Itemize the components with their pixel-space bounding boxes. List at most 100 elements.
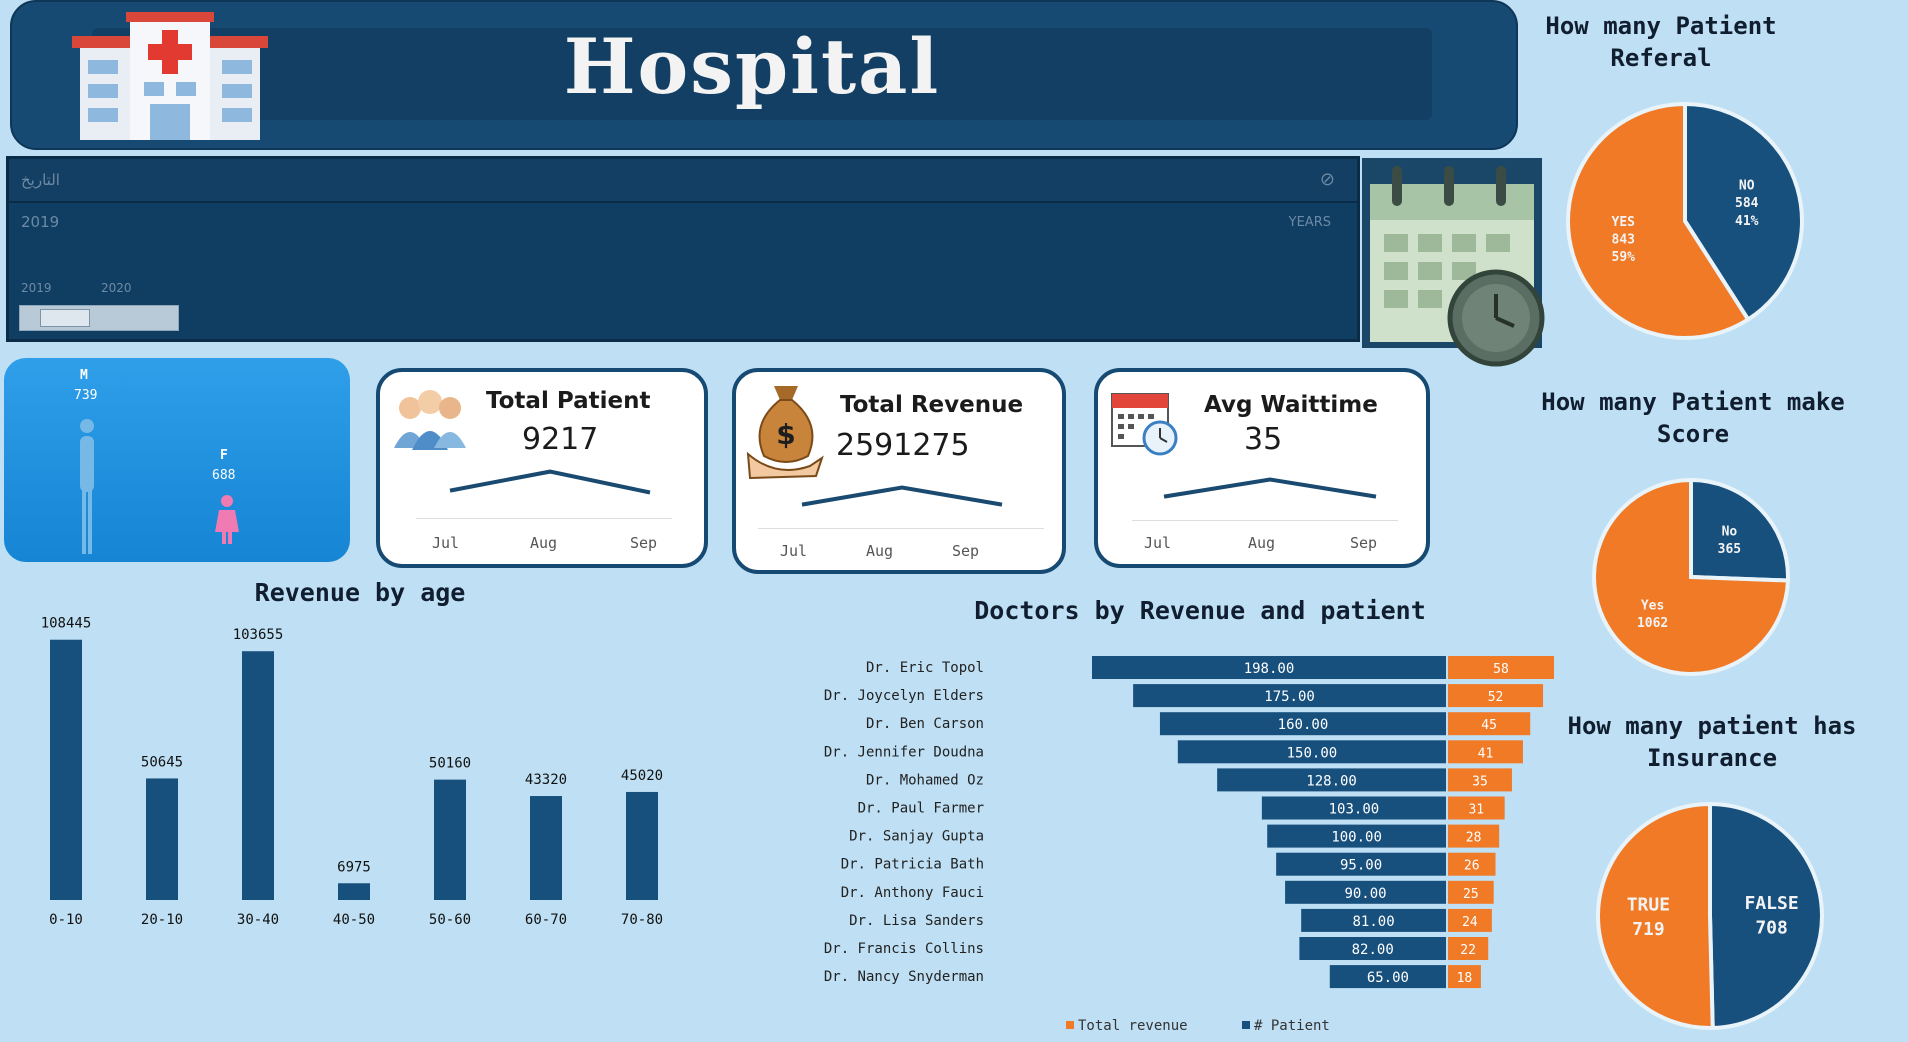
revenue-bar-label: 65.00 <box>1367 970 1409 986</box>
kpi-month-label: Sep <box>630 534 658 552</box>
slicer-timeline-bar[interactable] <box>19 305 179 331</box>
revenue-bar <box>1301 908 1446 932</box>
kpi-month-label: Aug <box>530 534 558 552</box>
revenue-bar-label: 150.00 <box>1287 745 1338 761</box>
slicer-handle[interactable] <box>40 309 90 327</box>
doctors-revenue-chart: Dr. Eric Topol 198.00 58 Dr. Joycelyn Elder… <box>824 656 1554 1034</box>
kpi-title: Avg Waittime <box>1204 392 1378 418</box>
age-bar-value-label: 45020 <box>621 768 663 784</box>
revenue-bar-label: 128.00 <box>1306 773 1357 789</box>
patient-bar-label: 45 <box>1481 718 1497 733</box>
revenue-bar <box>1177 740 1446 764</box>
pie-slice <box>1592 477 1791 676</box>
doctor-name-label: Dr. Ben Carson <box>866 716 984 732</box>
age-bar <box>626 791 658 900</box>
patient-bar <box>1448 656 1554 679</box>
age-bar <box>530 796 562 900</box>
kpi-trend-polyline <box>1163 477 1377 499</box>
revenue-bar-label: 160.00 <box>1278 717 1329 733</box>
pie-slice-label: 843 <box>1612 232 1635 247</box>
kpi-trend-polyline <box>801 485 1003 507</box>
insurance-pie-title: How many patient has Insurance <box>1567 712 1857 772</box>
kpi-card-avg-waittime: Avg Waittime 35 Jul Aug Sep <box>1094 368 1430 568</box>
date-timeline-slicer[interactable]: التاريخ ⊘ 2019 YEARS 2019 2020 <box>6 156 1360 342</box>
pie-slice-label: 708 <box>1755 917 1788 938</box>
patient-bar-label: 26 <box>1464 859 1480 874</box>
doctor-name-label: Dr. Jennifer Doudna <box>824 744 984 760</box>
patient-bar-label: 28 <box>1466 831 1482 846</box>
legend-swatch-revenue <box>1066 1021 1074 1029</box>
age-tick-label: 20-10 <box>141 912 183 928</box>
score-pie-title: How many Patient make Score <box>1541 388 1845 448</box>
patient-bar <box>1448 908 1492 932</box>
patient-bar-label: 18 <box>1457 971 1473 986</box>
kpi-trend-polyline <box>449 469 651 495</box>
header-inner-panel <box>92 28 1432 120</box>
pie-slice-label: NO <box>1739 179 1755 194</box>
kpi-month-label: Aug <box>1248 534 1276 552</box>
pie-slice-label: No <box>1722 525 1738 540</box>
kpi-value: 35 <box>1244 422 1283 457</box>
patient-bar <box>1448 684 1544 708</box>
age-bar-value-label: 6975 <box>337 859 371 875</box>
slicer-tick-start: 2019 <box>21 281 52 295</box>
patient-bar <box>1448 937 1489 960</box>
age-bar <box>338 883 370 900</box>
age-tick-label: 70-80 <box>621 912 663 928</box>
pie-slice <box>1596 801 1715 1030</box>
header-banner: Hospital <box>10 0 1518 150</box>
kpi-month-label: Jul <box>1144 534 1172 552</box>
patient-bar-label: 41 <box>1478 746 1494 761</box>
pie-slice-label: 365 <box>1718 542 1741 557</box>
calendar-clock-icon <box>1362 158 1545 367</box>
pie-slice-label: 41% <box>1735 214 1759 229</box>
insurance-pie-chart: FALSE 708 TRUE 719 <box>1596 801 1824 1031</box>
age-bar-value-label: 43320 <box>525 772 567 788</box>
clear-filter-icon[interactable]: ⊘ <box>1319 169 1335 190</box>
revenue-bar <box>1092 656 1446 679</box>
age-bar-value-label: 108445 <box>41 616 92 632</box>
age-bar-value-label: 103655 <box>233 627 284 643</box>
female-label: F <box>220 448 228 463</box>
referral-pie-chart: NO 584 41% YES 843 59% <box>1566 101 1804 340</box>
male-value: 739 <box>74 388 98 403</box>
kpi-card-total-revenue: $ Total Revenue 2591275 Jul Aug Sep <box>732 368 1066 574</box>
patient-bar-label: 35 <box>1472 774 1488 789</box>
revenue-bar-label: 90.00 <box>1344 886 1386 902</box>
pie-slice-label: 584 <box>1735 196 1759 211</box>
doctor-name-label: Dr. Paul Farmer <box>858 801 984 817</box>
revenue-bar <box>1299 937 1446 960</box>
revenue-bar-label: 198.00 <box>1244 661 1295 677</box>
age-bar <box>242 651 274 900</box>
kpi-trend-line <box>449 469 651 495</box>
kpi-value: 9217 <box>522 422 599 457</box>
patient-bar-label: 58 <box>1493 662 1509 677</box>
doctor-name-label: Dr. Francis Collins <box>824 941 984 957</box>
age-bar-value-label: 50160 <box>429 756 471 772</box>
slicer-selected-range: 2019 <box>21 213 60 231</box>
slicer-level-dropdown[interactable]: YEARS <box>1288 215 1331 230</box>
gender-card: M 739 F 688 <box>4 358 350 562</box>
kpi-month-label: Aug <box>866 542 894 560</box>
revenue-bar-label: 100.00 <box>1331 830 1382 846</box>
referral-pie-title: How many Patient Referal <box>1545 12 1777 72</box>
kpi-axis-line <box>416 518 672 519</box>
kpi-month-label: Jul <box>780 542 808 560</box>
patient-bar <box>1448 768 1512 792</box>
revenue-bar <box>1267 824 1446 848</box>
age-tick-label: 0-10 <box>49 912 83 928</box>
calendar-clock-small-icon <box>1111 393 1178 456</box>
patient-bar <box>1448 824 1500 848</box>
age-tick-label: 60-70 <box>525 912 567 928</box>
patient-bar-label: 24 <box>1462 915 1478 930</box>
revenue-bar <box>1276 852 1446 876</box>
age-tick-label: 30-40 <box>237 912 279 928</box>
kpi-month-label: Jul <box>432 534 460 552</box>
age-tick-label: 40-50 <box>333 912 375 928</box>
age-bar-value-label: 50645 <box>141 754 183 770</box>
legend-label-revenue: Total revenue <box>1078 1018 1188 1034</box>
patient-bar <box>1448 880 1494 904</box>
patient-bar <box>1448 740 1523 764</box>
patient-bar <box>1448 852 1496 876</box>
age-bar <box>50 639 82 900</box>
